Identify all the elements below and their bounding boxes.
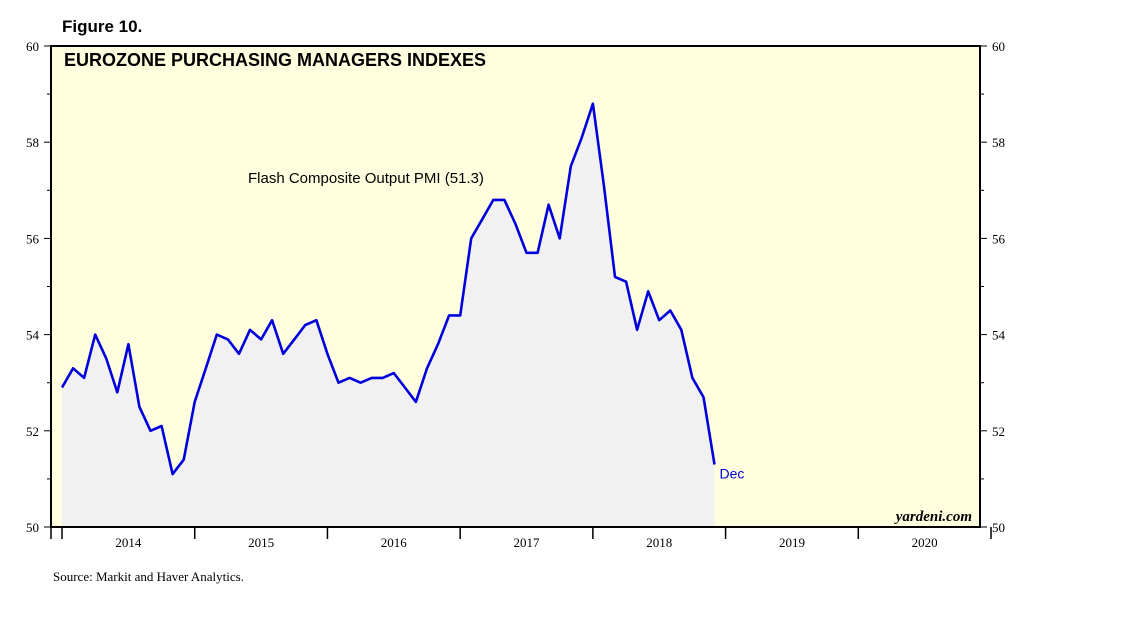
figure-label: Figure 10.: [62, 17, 142, 36]
x-tick-label: 2017: [514, 535, 541, 550]
y-tick-label-right: 60: [992, 39, 1005, 54]
y-tick-label-left: 52: [26, 424, 39, 439]
y-tick-label-left: 50: [26, 520, 39, 535]
source-note: Source: Markit and Haver Analytics.: [53, 569, 244, 584]
x-tick-label: 2019: [779, 535, 805, 550]
x-tick-label: 2018: [646, 535, 672, 550]
x-axis: 2014 2015 2016 2017 2018 2019 2020: [50, 527, 992, 550]
y-tick-label-right: 54: [992, 328, 1006, 343]
series-line-composite-pmi: [60, 102, 716, 476]
y-tick-label-right: 50: [992, 520, 1005, 535]
y-axis-right: 50 52 54 56 58 60: [980, 39, 1006, 535]
y-tick-label-left: 60: [26, 39, 39, 54]
y-tick-label-right: 52: [992, 424, 1005, 439]
y-tick-label-left: 54: [26, 328, 40, 343]
y-tick-label-right: 56: [992, 231, 1006, 246]
series-area-fill: [62, 103, 715, 527]
chart-title: EUROZONE PURCHASING MANAGERS INDEXES: [64, 50, 486, 70]
x-tick-label: 2020: [912, 535, 938, 550]
y-tick-label-left: 56: [26, 231, 40, 246]
x-tick-label: 2014: [115, 535, 142, 550]
brand-watermark: yardeni.com: [894, 509, 972, 525]
x-tick-label: 2016: [381, 535, 408, 550]
x-tick-label: 2015: [248, 535, 274, 550]
y-tick-label-right: 58: [992, 135, 1005, 150]
y-axis-left: 50 52 54 56 58 60: [26, 39, 51, 535]
y-tick-label-left: 58: [26, 135, 39, 150]
series-annotation: Flash Composite Output PMI (51.3): [248, 170, 484, 187]
series-end-label: Dec: [720, 466, 745, 482]
